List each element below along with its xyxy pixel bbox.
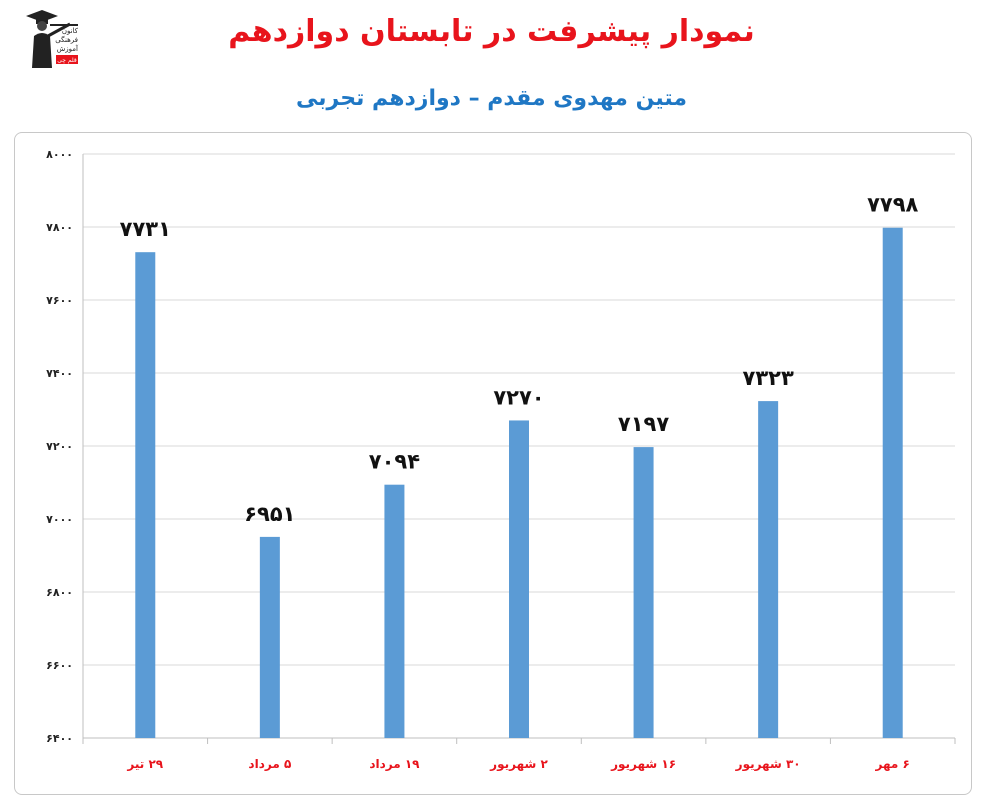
bar: [882, 227, 903, 738]
bar: [758, 401, 779, 738]
x-tick-label: ۵ مرداد: [248, 757, 291, 771]
y-tick-label: ۶۴۰۰: [46, 732, 73, 745]
data-label: ۷۷۳۱: [120, 217, 171, 241]
y-tick-label: ۶۸۰۰: [46, 586, 73, 599]
x-tick-label: ۶ مهر: [875, 757, 910, 771]
y-tick-label: ۶۶۰۰: [46, 659, 73, 672]
x-tick-label: ۲۹ تیر: [126, 757, 163, 771]
page-title: نمودار پیشرفت در تابستان دوازدهم: [228, 14, 755, 49]
data-label: ۶۹۵۱: [244, 502, 295, 526]
y-tick-label: ۷۶۰۰: [46, 294, 73, 307]
y-tick-label: ۷۰۰۰: [46, 513, 73, 526]
bar: [633, 447, 654, 738]
y-tick-label: ۸۰۰۰: [46, 148, 73, 161]
logo-line-3: آموزش: [57, 44, 79, 53]
page-subtitle: متین مهدوی مقدم – دوازدهم تجربی: [296, 86, 687, 111]
x-tick-label: ۲ شهریور: [489, 757, 548, 772]
data-label: ۷۰۹۴: [369, 450, 420, 474]
x-tick-label: ۳۰ شهریور: [735, 757, 801, 772]
logo-line-2: فرهنگی: [55, 35, 78, 44]
x-tick-label: ۱۶ شهریور: [610, 757, 676, 772]
y-tick-label: ۷۸۰۰: [46, 221, 73, 234]
bar: [384, 484, 405, 738]
bar: [135, 252, 156, 738]
y-tick-label: ۷۲۰۰: [46, 440, 73, 453]
y-tick-label: ۷۴۰۰: [46, 367, 73, 380]
logo-line-1: کانون: [62, 27, 79, 35]
data-label: ۷۱۹۷: [618, 412, 669, 436]
bar-chart: ۶۴۰۰ ۶۶۰۰ ۶۸۰۰ ۷۰۰۰ ۷۲۰۰ ۷۴۰۰ ۷۶۰۰ ۷۸۰۰ ۸۰۰۰ ۷۷۳۱…: [46, 148, 956, 772]
data-label: ۷۲۷۰: [493, 385, 544, 409]
bar: [259, 536, 280, 738]
chart-frame: ۶۴۰۰ ۶۶۰۰ ۶۸۰۰ ۷۰۰۰ ۷۲۰۰ ۷۴۰۰ ۷۶۰۰ ۷۸۰۰ ۸۰۰۰ ۷۷۳۱…: [14, 132, 972, 795]
graduate-logo: کانون فرهنگی آموزش قلم چی: [26, 10, 79, 68]
data-label: ۷۳۲۳: [743, 366, 794, 390]
x-tick-label: ۱۹ مرداد: [369, 757, 420, 771]
logo-badge: قلم چی: [57, 57, 77, 64]
data-label: ۷۷۹۸: [867, 193, 918, 217]
bar: [509, 420, 529, 738]
